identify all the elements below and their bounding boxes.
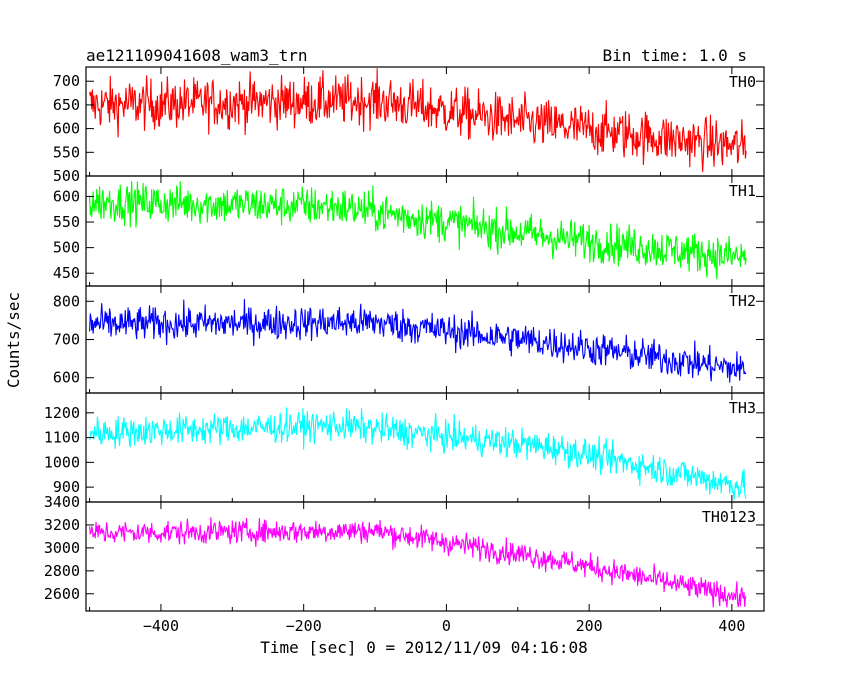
panel-frame-th2 (85, 285, 765, 394)
y-tick-label-th3: 900 (53, 478, 80, 496)
panel-frame-th3 (85, 392, 765, 503)
y-tick-label-th0123: 2800 (44, 562, 80, 580)
panel-axes: TH0 500 550 600 650 700 TH1 450 500 550 600 TH2 600 7… (44, 67, 764, 635)
panel-label-th0: TH0 (729, 73, 756, 91)
panel-label-th1: TH1 (729, 182, 756, 200)
chart-title: ae121109041608_wam3_trn (86, 46, 308, 65)
panel-frame-th0 (85, 66, 765, 177)
y-tick-label-th1: 450 (53, 264, 80, 282)
panel-label-th2: TH2 (729, 292, 756, 310)
y-tick-label-th0123: 3000 (44, 539, 80, 557)
series-line-th0 (89, 68, 747, 172)
y-tick-label-th0: 500 (53, 167, 80, 185)
series-line-th1 (89, 181, 747, 280)
series-line-th3 (89, 407, 747, 501)
y-tick-label-th0123: 2600 (44, 585, 80, 603)
y-tick-label-th1: 550 (53, 213, 80, 231)
y-axis-label: Counts/sec (4, 292, 23, 388)
x-tick-label: −400 (143, 617, 179, 635)
series-line-th2 (89, 299, 747, 383)
y-tick-label-th1: 600 (53, 187, 80, 205)
bin-time-label: Bin time: 1.0 s (603, 46, 748, 65)
x-tick-label: 400 (718, 617, 745, 635)
y-tick-label-th0: 600 (53, 120, 80, 138)
panel-label-th0123: TH0123 (702, 508, 756, 526)
y-tick-label-th0: 650 (53, 96, 80, 114)
y-tick-label-th2: 800 (53, 292, 80, 310)
x-tick-label: −200 (286, 617, 322, 635)
x-axis-label: Time [sec] 0 = 2012/11/09 04:16:08 (260, 638, 588, 657)
y-tick-label-th0: 700 (53, 72, 80, 90)
panel-label-th3: TH3 (729, 399, 756, 417)
y-tick-label-th3: 1100 (44, 429, 80, 447)
y-tick-label-th1: 500 (53, 239, 80, 257)
y-tick-label-th3: 1000 (44, 453, 80, 471)
y-tick-label-th2: 700 (53, 331, 80, 349)
x-tick-label: 0 (442, 617, 451, 635)
y-tick-label-th2: 600 (53, 369, 80, 387)
y-tick-label-th0123: 3400 (44, 493, 80, 511)
panel-curves (89, 68, 747, 608)
y-tick-label-th3: 1200 (44, 404, 80, 422)
panel-frame-th0123 (85, 501, 765, 612)
y-tick-label-th0: 550 (53, 143, 80, 161)
y-tick-label-th0123: 3200 (44, 516, 80, 534)
x-tick-label: 200 (576, 617, 603, 635)
series-line-th0123 (89, 517, 747, 608)
